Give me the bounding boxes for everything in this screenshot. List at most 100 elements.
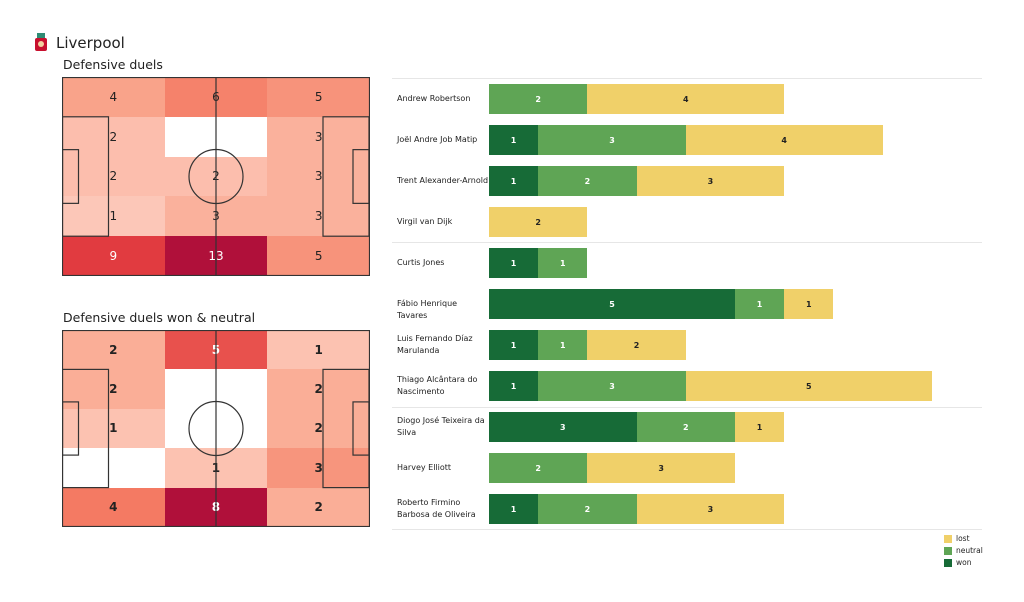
bar-label: 3	[560, 422, 566, 432]
bar-lost: 2	[587, 330, 686, 360]
pitch-heatmap-defensive-duels: 4 6 5 2 3 2 2 3 1 3 3 9 13 5	[62, 77, 370, 276]
player-name: Trent Alexander-Arnold	[397, 176, 489, 185]
bar-won: 1	[489, 371, 539, 401]
bar-won: 5	[489, 289, 735, 319]
heatmap-cell: 4	[62, 77, 165, 117]
heatmap-cell: 5	[267, 236, 370, 276]
cell-value: 2	[109, 169, 118, 184]
bar-neutral: 2	[489, 84, 588, 114]
bar-label: 1	[559, 340, 566, 350]
bar-label: 1	[756, 299, 763, 309]
bar-label: 1	[510, 340, 517, 350]
bar-label: 1	[559, 258, 566, 268]
bar-label: 3	[658, 463, 664, 473]
bar-won: 1	[489, 166, 539, 196]
bar-lost: 5	[685, 371, 932, 401]
cell-value: 2	[314, 382, 323, 397]
player-name: Thiago Alcântara do Nascimento	[397, 375, 478, 396]
bar-label: 1	[756, 422, 763, 432]
bar-lost: 3	[636, 494, 785, 524]
bar-neutral: 1	[735, 289, 785, 319]
bar-label: 2	[535, 217, 541, 227]
heatmap-cell: 4	[62, 487, 165, 527]
cell-value: 4	[109, 89, 118, 104]
bar-label: 4	[781, 135, 787, 145]
heatmap-title-2: Defensive duels won & neutral	[63, 310, 256, 325]
heatmap-cell: 2	[267, 487, 370, 527]
divider	[392, 407, 982, 408]
cell-value: 1	[109, 421, 118, 436]
bar-label: 4	[683, 94, 689, 104]
player-name: Diogo José Teixeira da Silva	[397, 416, 485, 437]
legend-lost: lost	[944, 534, 970, 543]
player-name: Fábio Henrique Tavares	[397, 299, 458, 320]
bar-label: 5	[806, 381, 812, 391]
cell-value: 2	[109, 342, 118, 357]
pitch-lines	[62, 77, 370, 276]
bar-neutral: 1	[538, 330, 588, 360]
player-name: Joël Andre Job Matip	[397, 135, 478, 144]
cell-value: 2	[314, 500, 323, 515]
bar-label: 3	[609, 135, 615, 145]
cell-value: 2	[109, 129, 118, 144]
legend-won: won	[944, 558, 971, 567]
bar-lost: 2	[489, 207, 588, 237]
bar-label: 2	[633, 340, 640, 350]
bar-label: 3	[707, 176, 714, 186]
player-name: Roberto Firmino Barbosa de Oliveira	[397, 498, 476, 519]
bar-won: 1	[489, 248, 539, 278]
cell-value: 5	[314, 89, 323, 104]
divider	[392, 78, 982, 79]
player-name: Andrew Robertson	[397, 94, 471, 103]
liverpool-crest-icon	[32, 32, 50, 54]
bar-label: 1	[510, 176, 517, 186]
bar-label: 5	[609, 299, 615, 309]
heatmap-title-1: Defensive duels	[63, 57, 163, 72]
bar-won: 1	[489, 494, 539, 524]
heatmap-cell: 9	[62, 236, 165, 276]
bar-lost: 1	[784, 289, 834, 319]
bar-label: 1	[510, 381, 517, 391]
legend-neutral: neutral	[944, 546, 983, 555]
heatmap-cell: 2	[62, 369, 165, 409]
bar-lost: 1	[735, 412, 785, 442]
bar-lost: 4	[685, 125, 883, 155]
bar-label: 1	[510, 258, 517, 268]
player-name: Luis Fernando Díaz Marulanda	[397, 334, 473, 355]
pitch-lines	[62, 330, 370, 527]
bar-neutral: 3	[538, 371, 686, 401]
bar-label: 2	[535, 94, 541, 104]
bar-lost: 3	[587, 453, 735, 483]
bar-won: 1	[489, 330, 539, 360]
bar-label: 2	[535, 463, 541, 473]
bar-neutral: 2	[538, 494, 637, 524]
player-name: Curtis Jones	[397, 258, 445, 267]
player-name: Virgil van Dijk	[397, 217, 453, 226]
bar-label: 2	[584, 504, 591, 514]
bar-label: 1	[805, 299, 812, 309]
cell-value: 9	[109, 249, 118, 264]
divider	[392, 529, 982, 530]
cell-value: 2	[109, 382, 118, 397]
cell-value: 1	[314, 342, 323, 357]
heatmap-cell: 2	[62, 330, 165, 370]
bar-label: 3	[707, 504, 714, 514]
heatmap-cell: 1	[62, 408, 165, 449]
heatmap-cell: 2	[62, 116, 165, 157]
cell-value: 3	[314, 169, 323, 184]
cell-value: 4	[109, 500, 118, 515]
bar-won: 1	[489, 125, 539, 155]
bar-label: 2	[683, 422, 689, 432]
heatmap-cell: 2	[62, 156, 165, 197]
bar-label: 1	[510, 135, 517, 145]
cell-value: 3	[314, 460, 323, 475]
cell-value: 3	[314, 209, 323, 224]
bar-neutral: 1	[538, 248, 588, 278]
bar-lost: 4	[587, 84, 785, 114]
bar-neutral: 2	[636, 412, 735, 442]
bar-neutral: 3	[538, 125, 686, 155]
heatmap-cell: 1	[267, 330, 370, 370]
bar-label: 1	[510, 504, 517, 514]
player-name: Harvey Elliott	[397, 463, 452, 472]
